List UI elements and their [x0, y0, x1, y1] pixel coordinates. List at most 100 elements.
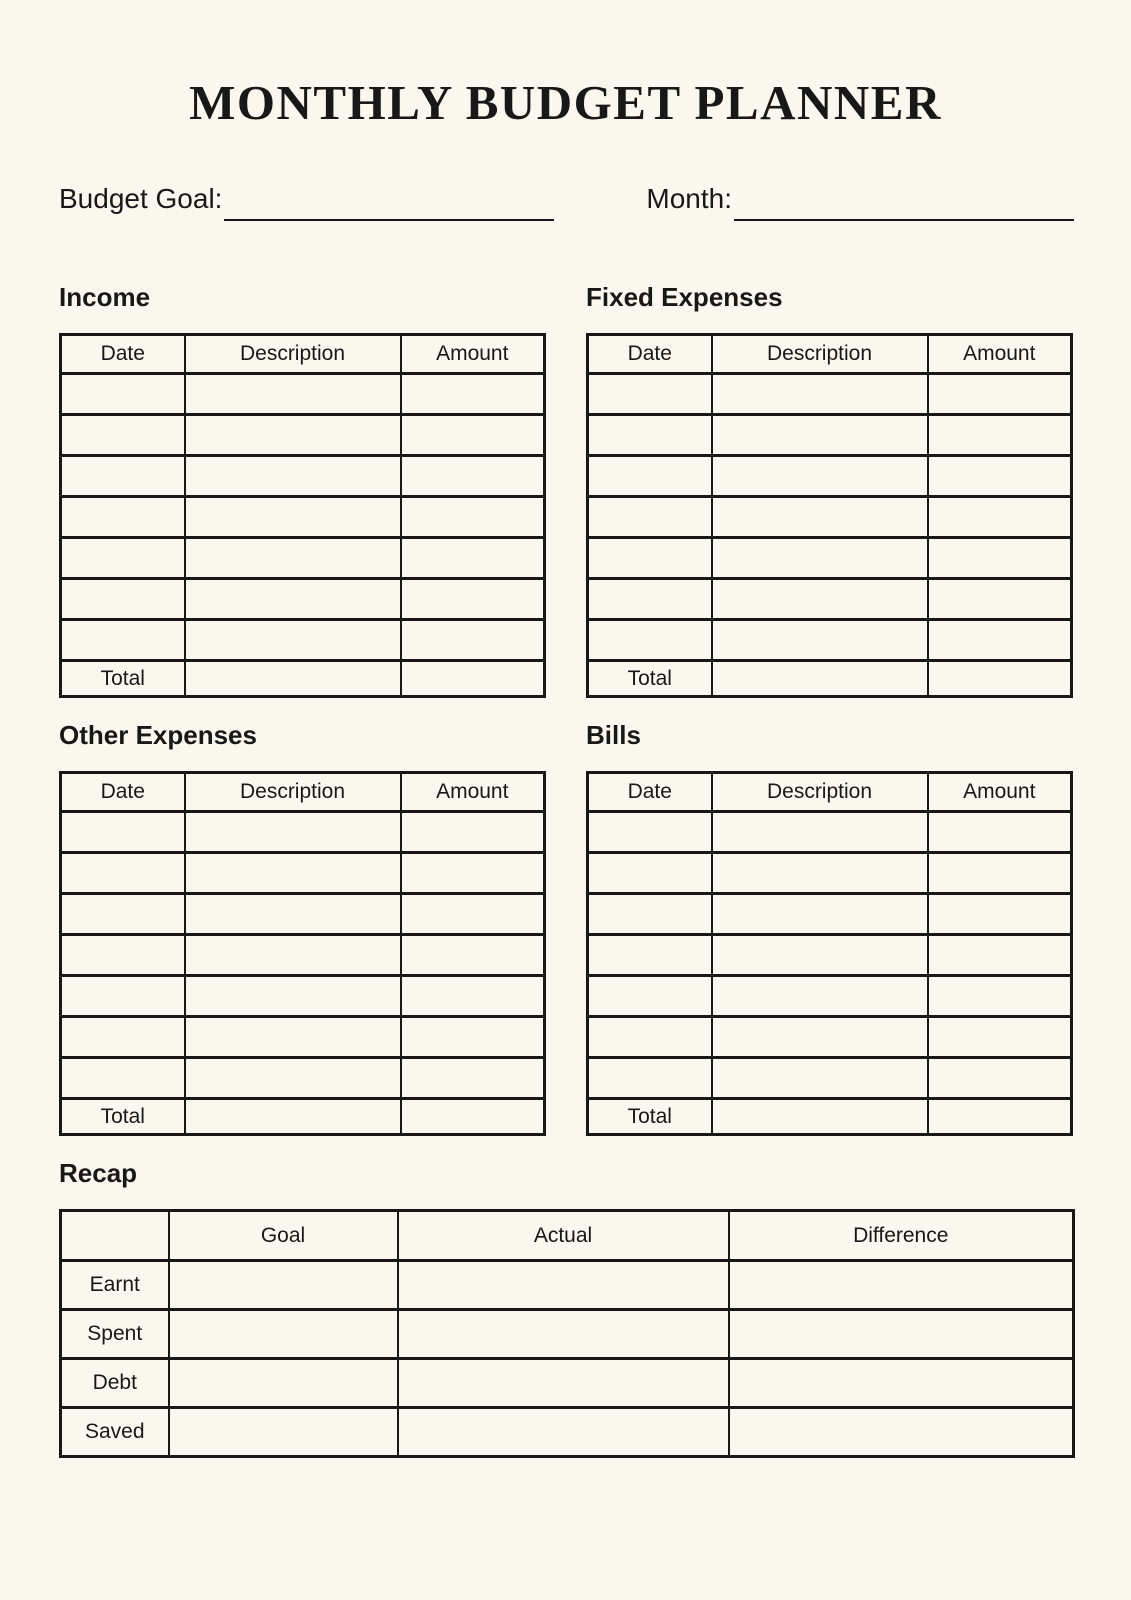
- amount-cell[interactable]: [399, 577, 546, 621]
- date-cell[interactable]: [586, 892, 713, 936]
- description-cell[interactable]: [710, 1056, 929, 1100]
- difference-cell[interactable]: [727, 1308, 1075, 1360]
- description-cell[interactable]: [183, 892, 402, 936]
- total-amount-cell[interactable]: [926, 659, 1073, 698]
- date-cell[interactable]: [586, 974, 713, 1018]
- description-cell[interactable]: [710, 618, 929, 662]
- amount-cell[interactable]: [399, 372, 546, 416]
- amount-cell[interactable]: [926, 536, 1073, 580]
- amount-cell[interactable]: [399, 1015, 546, 1059]
- total-description-cell[interactable]: [710, 659, 929, 698]
- total-amount-cell[interactable]: [399, 1097, 546, 1136]
- description-cell[interactable]: [710, 372, 929, 416]
- date-cell[interactable]: [586, 536, 713, 580]
- date-cell[interactable]: [586, 372, 713, 416]
- description-cell[interactable]: [183, 372, 402, 416]
- amount-cell[interactable]: [399, 536, 546, 580]
- total-amount-cell[interactable]: [399, 659, 546, 698]
- date-cell[interactable]: [586, 810, 713, 854]
- date-cell[interactable]: [586, 413, 713, 457]
- date-cell[interactable]: [59, 1015, 186, 1059]
- goal-cell[interactable]: [167, 1308, 399, 1360]
- description-cell[interactable]: [183, 1015, 402, 1059]
- actual-cell[interactable]: [396, 1357, 730, 1409]
- amount-cell[interactable]: [399, 413, 546, 457]
- date-cell[interactable]: [59, 892, 186, 936]
- date-cell[interactable]: [586, 1015, 713, 1059]
- description-cell[interactable]: [710, 536, 929, 580]
- goal-cell[interactable]: [167, 1357, 399, 1409]
- description-cell[interactable]: [710, 851, 929, 895]
- actual-cell[interactable]: [396, 1308, 730, 1360]
- month-input[interactable]: [734, 219, 1074, 221]
- description-cell[interactable]: [183, 577, 402, 621]
- date-cell[interactable]: [59, 618, 186, 662]
- amount-cell[interactable]: [926, 454, 1073, 498]
- description-cell[interactable]: [710, 933, 929, 977]
- description-cell[interactable]: [183, 495, 402, 539]
- amount-cell[interactable]: [926, 372, 1073, 416]
- description-cell[interactable]: [183, 1056, 402, 1100]
- date-cell[interactable]: [586, 933, 713, 977]
- description-cell[interactable]: [710, 974, 929, 1018]
- amount-cell[interactable]: [399, 810, 546, 854]
- date-cell[interactable]: [59, 933, 186, 977]
- amount-cell[interactable]: [926, 1056, 1073, 1100]
- date-cell[interactable]: [59, 413, 186, 457]
- amount-cell[interactable]: [926, 1015, 1073, 1059]
- amount-cell[interactable]: [399, 454, 546, 498]
- description-cell[interactable]: [183, 536, 402, 580]
- description-cell[interactable]: [710, 810, 929, 854]
- date-cell[interactable]: [59, 372, 186, 416]
- description-cell[interactable]: [183, 974, 402, 1018]
- date-cell[interactable]: [586, 851, 713, 895]
- difference-cell[interactable]: [727, 1357, 1075, 1409]
- description-cell[interactable]: [183, 851, 402, 895]
- actual-cell[interactable]: [396, 1406, 730, 1458]
- date-cell[interactable]: [586, 454, 713, 498]
- date-cell[interactable]: [59, 974, 186, 1018]
- date-cell[interactable]: [586, 495, 713, 539]
- amount-cell[interactable]: [399, 974, 546, 1018]
- description-cell[interactable]: [183, 933, 402, 977]
- description-cell[interactable]: [710, 495, 929, 539]
- amount-cell[interactable]: [926, 618, 1073, 662]
- amount-cell[interactable]: [926, 851, 1073, 895]
- description-cell[interactable]: [710, 1015, 929, 1059]
- amount-cell[interactable]: [926, 577, 1073, 621]
- date-cell[interactable]: [59, 851, 186, 895]
- date-cell[interactable]: [586, 618, 713, 662]
- amount-cell[interactable]: [399, 933, 546, 977]
- description-cell[interactable]: [183, 618, 402, 662]
- amount-cell[interactable]: [399, 618, 546, 662]
- date-cell[interactable]: [586, 577, 713, 621]
- amount-cell[interactable]: [926, 495, 1073, 539]
- budget-goal-input[interactable]: [224, 219, 555, 221]
- date-cell[interactable]: [59, 536, 186, 580]
- amount-cell[interactable]: [926, 810, 1073, 854]
- description-cell[interactable]: [710, 577, 929, 621]
- amount-cell[interactable]: [399, 1056, 546, 1100]
- goal-cell[interactable]: [167, 1259, 399, 1311]
- description-cell[interactable]: [710, 454, 929, 498]
- actual-cell[interactable]: [396, 1259, 730, 1311]
- amount-cell[interactable]: [399, 851, 546, 895]
- difference-cell[interactable]: [727, 1406, 1075, 1458]
- description-cell[interactable]: [183, 810, 402, 854]
- amount-cell[interactable]: [926, 974, 1073, 1018]
- total-description-cell[interactable]: [183, 1097, 402, 1136]
- total-description-cell[interactable]: [710, 1097, 929, 1136]
- amount-cell[interactable]: [399, 892, 546, 936]
- amount-cell[interactable]: [926, 413, 1073, 457]
- amount-cell[interactable]: [926, 933, 1073, 977]
- total-amount-cell[interactable]: [926, 1097, 1073, 1136]
- date-cell[interactable]: [59, 1056, 186, 1100]
- amount-cell[interactable]: [399, 495, 546, 539]
- date-cell[interactable]: [59, 495, 186, 539]
- date-cell[interactable]: [59, 577, 186, 621]
- amount-cell[interactable]: [926, 892, 1073, 936]
- date-cell[interactable]: [59, 454, 186, 498]
- description-cell[interactable]: [183, 413, 402, 457]
- description-cell[interactable]: [710, 413, 929, 457]
- date-cell[interactable]: [59, 810, 186, 854]
